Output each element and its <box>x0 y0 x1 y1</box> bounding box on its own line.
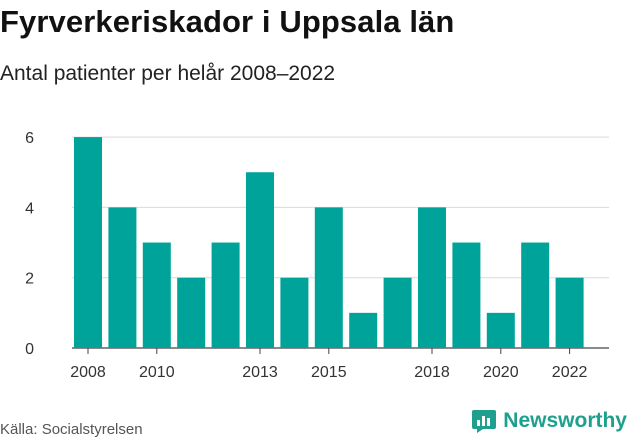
bar-2021 <box>521 242 550 348</box>
y-axis-ticks: 0 2 4 6 <box>25 130 34 358</box>
bar-2008 <box>74 137 102 348</box>
brand-logo: Newsworthy <box>471 408 627 434</box>
x-tick-label: 2010 <box>139 364 175 381</box>
bar-2009 <box>108 207 137 348</box>
bar-2020 <box>486 312 515 348</box>
y-tick-label: 2 <box>25 271 34 288</box>
bar-2015 <box>314 207 343 348</box>
x-tick-label: 2008 <box>70 364 106 381</box>
x-tick-label: 2018 <box>414 364 450 381</box>
bar-2017 <box>383 277 412 348</box>
x-tick-label: 2022 <box>552 364 588 381</box>
bar-2010 <box>142 242 171 348</box>
bar-2012 <box>211 242 240 348</box>
newsworthy-icon <box>472 410 497 433</box>
x-tick-label: 2015 <box>311 364 347 381</box>
bar-2018 <box>418 207 446 348</box>
x-tick-label: 2013 <box>242 364 278 381</box>
y-tick-label: 6 <box>25 130 34 147</box>
bar-2022 <box>555 277 584 348</box>
x-tick-label: 2020 <box>483 364 519 381</box>
bar-2014 <box>280 277 309 348</box>
bar-2011 <box>177 277 206 348</box>
bar-2013 <box>246 172 274 348</box>
y-tick-label: 0 <box>25 341 34 358</box>
brand-name: Newsworthy <box>503 409 627 432</box>
y-tick-label: 4 <box>25 200 34 217</box>
bar-2019 <box>452 242 481 348</box>
bar-2016 <box>349 312 378 348</box>
bars <box>74 137 584 348</box>
chart-subtitle: Antal patienter per helår 2008–2022 <box>0 62 336 85</box>
x-axis-ticks: 2008 2010 2013 2015 2018 2020 2022 <box>70 348 587 381</box>
chart-title: Fyrverkeriskador i Uppsala län <box>0 4 455 39</box>
source-note: Källa: Socialstyrelsen <box>0 421 143 438</box>
